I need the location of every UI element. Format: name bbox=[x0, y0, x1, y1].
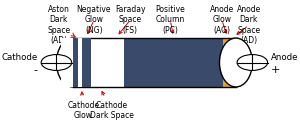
Bar bbox=[223, 38, 232, 87]
Circle shape bbox=[237, 54, 268, 70]
Text: Faraday
Space
(FS): Faraday Space (FS) bbox=[115, 5, 146, 35]
Text: Aston
Dark
Space
(AD): Aston Dark Space (AD) bbox=[47, 5, 75, 45]
Bar bbox=[124, 38, 223, 87]
Text: Negative
Glow
(NG): Negative Glow (NG) bbox=[77, 5, 111, 35]
Circle shape bbox=[41, 54, 72, 70]
Bar bbox=[78, 38, 82, 87]
Bar bbox=[73, 38, 236, 87]
Bar bbox=[82, 38, 92, 87]
Text: Cathode
Dark Space: Cathode Dark Space bbox=[90, 92, 134, 120]
Bar bbox=[78, 38, 82, 87]
Bar bbox=[73, 38, 78, 87]
Text: -: - bbox=[34, 65, 38, 75]
Text: Anode: Anode bbox=[271, 53, 298, 62]
Text: Cathode: Cathode bbox=[2, 53, 38, 62]
Text: Positive
Column
(PC): Positive Column (PC) bbox=[155, 5, 185, 35]
Bar bbox=[232, 38, 236, 87]
Bar bbox=[109, 38, 124, 87]
Text: Cathode
Glow: Cathode Glow bbox=[67, 92, 100, 120]
Ellipse shape bbox=[220, 38, 252, 87]
Text: Anode
Dark
Space
(AD): Anode Dark Space (AD) bbox=[237, 5, 261, 45]
Bar bbox=[82, 38, 92, 87]
Bar bbox=[73, 38, 78, 87]
Text: Anode
Glow
(AG): Anode Glow (AG) bbox=[210, 5, 234, 35]
Bar bbox=[61, 38, 73, 87]
Ellipse shape bbox=[56, 38, 89, 87]
Bar bbox=[92, 38, 109, 87]
Text: +: + bbox=[271, 65, 280, 75]
